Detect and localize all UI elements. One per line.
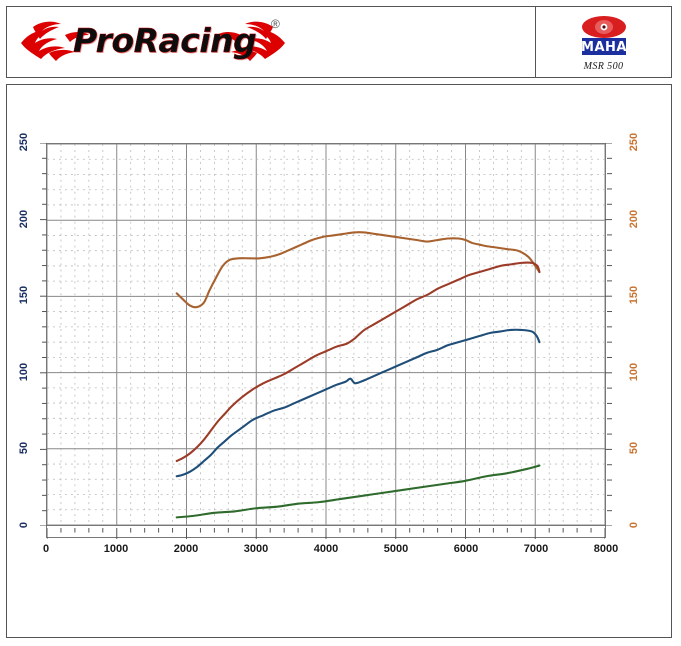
- y-tick-label-right: 200: [628, 209, 640, 228]
- x-tick-label: 2000: [173, 543, 199, 555]
- y-tick-label-right: 250: [628, 132, 640, 152]
- device-model-label: MSR 500: [583, 61, 624, 72]
- y-tick-label-left: 0: [18, 521, 30, 529]
- y-tick-label-left: 100: [18, 362, 30, 381]
- flame-right-icon: [213, 17, 287, 67]
- chart-curves: [175, 231, 541, 519]
- report-header: ProRacing ® MAHA MSR 500: [6, 6, 672, 78]
- chart-frame: 0 1000 2000 3000 4000 5000 6000 7000 8000 0 50 100 1…: [6, 84, 672, 638]
- x-tick-label: 8000: [593, 543, 619, 555]
- x-axis-tick-rail: [46, 526, 606, 539]
- proracing-wordmark: ProRacing: [73, 21, 257, 60]
- y-tick-label-right: 0: [628, 521, 640, 529]
- y-tick-label-right: 50: [628, 442, 640, 455]
- y-tick-label-right: 150: [628, 286, 640, 305]
- series-power-at-wheel: [175, 328, 541, 478]
- x-tick-label: 4000: [313, 543, 339, 555]
- y-tick-label-left: 50: [18, 442, 30, 455]
- registered-trademark-symbol: ®: [271, 17, 280, 31]
- series-drag-loss: [175, 464, 541, 519]
- plot-area: [46, 143, 606, 526]
- flame-left-icon: [19, 17, 93, 67]
- series-torque-corrected: [175, 231, 541, 309]
- svg-text:MAHA: MAHA: [581, 40, 627, 55]
- series-power-corrected: [175, 261, 541, 463]
- proracing-flame-logo: ProRacing ®: [19, 11, 299, 75]
- x-tick-label: 0: [42, 543, 50, 555]
- maha-eye-logo: MAHA: [568, 14, 640, 58]
- y-tick-label-left: 250: [18, 132, 30, 152]
- y-tick-label-left: 200: [18, 209, 30, 228]
- y-tick-label-right: 100: [628, 362, 640, 381]
- x-tick-label: 5000: [383, 543, 409, 555]
- brand-cell: ProRacing ®: [7, 7, 535, 77]
- y-axis-left-tick-rail: [40, 142, 47, 527]
- x-tick-label: 6000: [453, 543, 479, 555]
- y-axis-right-tick-rail: [605, 142, 612, 527]
- x-tick-label: 3000: [243, 543, 269, 555]
- device-cell: MAHA MSR 500: [535, 7, 671, 77]
- x-tick-label: 7000: [523, 543, 549, 555]
- x-tick-label: 1000: [103, 543, 129, 555]
- y-tick-label-left: 150: [18, 286, 30, 305]
